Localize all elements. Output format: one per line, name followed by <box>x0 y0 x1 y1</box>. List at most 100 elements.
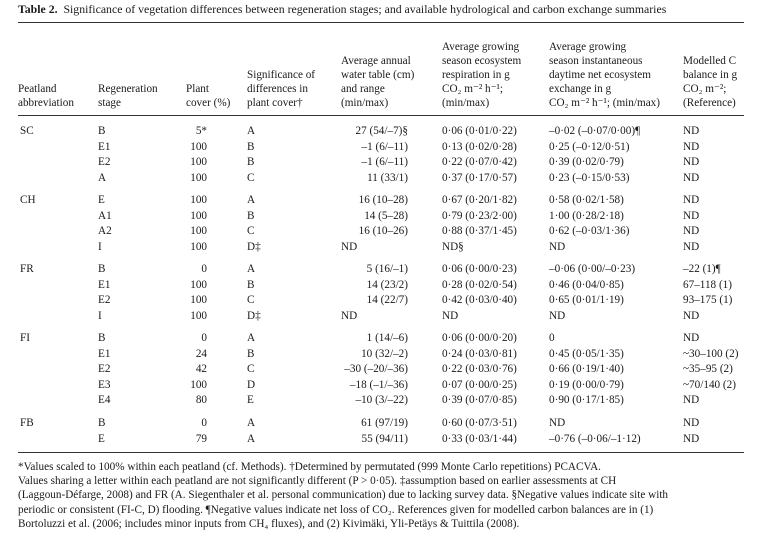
cell-cover: 100 <box>190 294 207 307</box>
cell-cover: 100 <box>190 309 207 322</box>
cell-cbal: ND <box>683 125 700 137</box>
cell-cbal: ND <box>683 171 700 184</box>
cell-stage: A1 <box>98 209 112 222</box>
cell-nee: –0·02 (–0·07/0·00)¶ <box>549 125 641 137</box>
cell-wt: –18 (–1/–36) <box>349 378 408 391</box>
col-header-line: differences in <box>247 83 308 95</box>
cell-resp: ND§ <box>442 240 464 253</box>
cell-nee: ND <box>549 309 566 322</box>
cell-nee: 0·23 (–0·15/0·53) <box>549 171 630 184</box>
cell-wt: 27 (54/–7)§ <box>355 125 408 137</box>
cell-resp: 0·33 (0·03/1·44) <box>442 432 517 445</box>
cell-resp: 0·60 (0·07/3·51) <box>442 417 517 429</box>
footnote-line: Values sharing a letter within each peat… <box>18 475 617 488</box>
cell-wt: 14 (22/7) <box>366 294 408 307</box>
col-header-line: balance in g <box>683 69 738 81</box>
cell-nee: ND <box>549 240 566 253</box>
cell-cover: 0 <box>201 417 207 429</box>
cell-wt: 55 (94/11) <box>361 432 408 445</box>
cell-sig: E <box>247 394 254 407</box>
col-header-abbr: Peatland abbreviation <box>18 82 88 110</box>
col-header-line: plant cover† <box>247 97 303 109</box>
cell-cover: 0 <box>201 332 207 344</box>
cell-nee: 0 <box>549 332 555 344</box>
cell-stage: E4 <box>98 394 111 407</box>
cell-resp: 0·22 (0·07/0·42) <box>442 156 517 169</box>
cell-sig: B <box>247 347 255 360</box>
col-header-nee: Average growing season instantaneous dayti… <box>549 40 671 110</box>
cell-sig: A <box>247 194 256 206</box>
cell-resp: 0·13 (0·02/0·28) <box>442 140 517 153</box>
col-header-line: Average annual <box>341 55 411 67</box>
cell-cover: 100 <box>190 225 207 238</box>
col-header-line: CO₂ m⁻²; <box>683 83 727 95</box>
col-header-line: CO₂ m⁻² h⁻¹; (min/max) <box>549 97 660 109</box>
col-header-line: Average growing <box>442 41 520 53</box>
cell-resp: ND <box>442 309 459 322</box>
cell-nee: –0·76 (–0·06/–1·12) <box>549 432 641 445</box>
table-label: Table 2. <box>18 2 58 16</box>
cell-wt: –1 (6/–11) <box>361 156 408 169</box>
cell-sig: B <box>247 140 255 153</box>
col-header-sig: Significance of differences in plant cover… <box>247 68 333 110</box>
footnote-line: periodic or consistent (FI-C, D) floodin… <box>18 503 654 516</box>
cell-sig: C <box>247 363 255 376</box>
cell-cbal: ND <box>683 140 700 153</box>
bottom-rule <box>18 452 744 454</box>
cell-resp: 0·37 (0·17/0·57) <box>442 171 517 184</box>
cell-sig: C <box>247 171 255 184</box>
cell-stage: I <box>98 240 102 253</box>
cell-cbal: ND <box>683 309 700 322</box>
cell-stage: B <box>98 125 106 137</box>
cell-sig: A <box>247 332 256 344</box>
cell-sig: A <box>247 432 256 445</box>
cell-resp: 0·39 (0·07/0·85) <box>442 394 517 407</box>
cell-cover: 79 <box>195 432 207 445</box>
cell-sig: D‡ <box>247 309 261 322</box>
cell-cbal: 67–118 (1) <box>683 278 732 291</box>
cell-cbal: ND <box>683 156 700 169</box>
cell-nee: 0·19 (0·00/0·79) <box>549 378 624 391</box>
col-header-line: stage <box>98 97 121 109</box>
cell-nee: –0·06 (0·00/–0·23) <box>549 263 636 275</box>
col-header-line: (Reference) <box>683 97 736 109</box>
cell-sig: C <box>247 225 255 238</box>
col-header-line: Regeneration <box>98 83 158 95</box>
peatland-abbr: SC <box>20 125 34 137</box>
col-header-line: and range <box>341 83 385 95</box>
cell-stage: E <box>98 194 105 206</box>
cell-wt: 14 (5–28) <box>364 209 408 222</box>
cell-resp: 0·24 (0·03/0·81) <box>442 347 517 360</box>
col-header-line: Significance of <box>247 69 316 81</box>
cell-nee: 0·90 (0·17/1·85) <box>549 394 624 407</box>
col-header-line: water table (cm) <box>341 69 415 81</box>
cell-wt: 61 (97/19) <box>361 417 408 429</box>
cell-nee: 0·39 (0·02/0·79) <box>549 156 624 169</box>
cell-cbal: ND <box>683 394 700 407</box>
table-footnotes: *Values scaled to 100% within each peatl… <box>18 460 746 531</box>
cell-wt: –30 (–20/–36) <box>344 363 408 376</box>
cell-cover: 0 <box>201 263 207 275</box>
table-caption: Table 2. Significance of vegetation diff… <box>18 2 758 16</box>
cell-nee: 0·58 (0·02/1·58) <box>549 194 624 206</box>
col-header-resp: Average growing season ecosystem respirati… <box>442 40 546 110</box>
peatland-abbr: FI <box>20 332 30 344</box>
cell-nee: 0·65 (0·01/1·19) <box>549 294 624 307</box>
cell-sig: A <box>247 417 256 429</box>
cell-wt: –10 (3/–22) <box>355 394 408 407</box>
col-header-line: Peatland <box>18 83 57 95</box>
cell-resp: 0·79 (0·23/2·00) <box>442 209 517 222</box>
cell-cover: 5* <box>195 125 207 137</box>
cell-sig: A <box>247 125 256 137</box>
cell-stage: E1 <box>98 347 111 360</box>
cell-stage: A2 <box>98 225 112 238</box>
cell-cbal: –22 (1)¶ <box>683 263 721 275</box>
cell-cover: 100 <box>190 140 207 153</box>
cell-wt: 16 (10–26) <box>358 225 408 238</box>
cell-cbal: ~70/140 (2) <box>683 378 736 391</box>
cell-stage: I <box>98 309 102 322</box>
cell-nee: ND <box>549 417 566 429</box>
cell-wt: 16 (10–28) <box>358 194 408 206</box>
col-header-line: daytime net ecosystem <box>549 69 651 81</box>
